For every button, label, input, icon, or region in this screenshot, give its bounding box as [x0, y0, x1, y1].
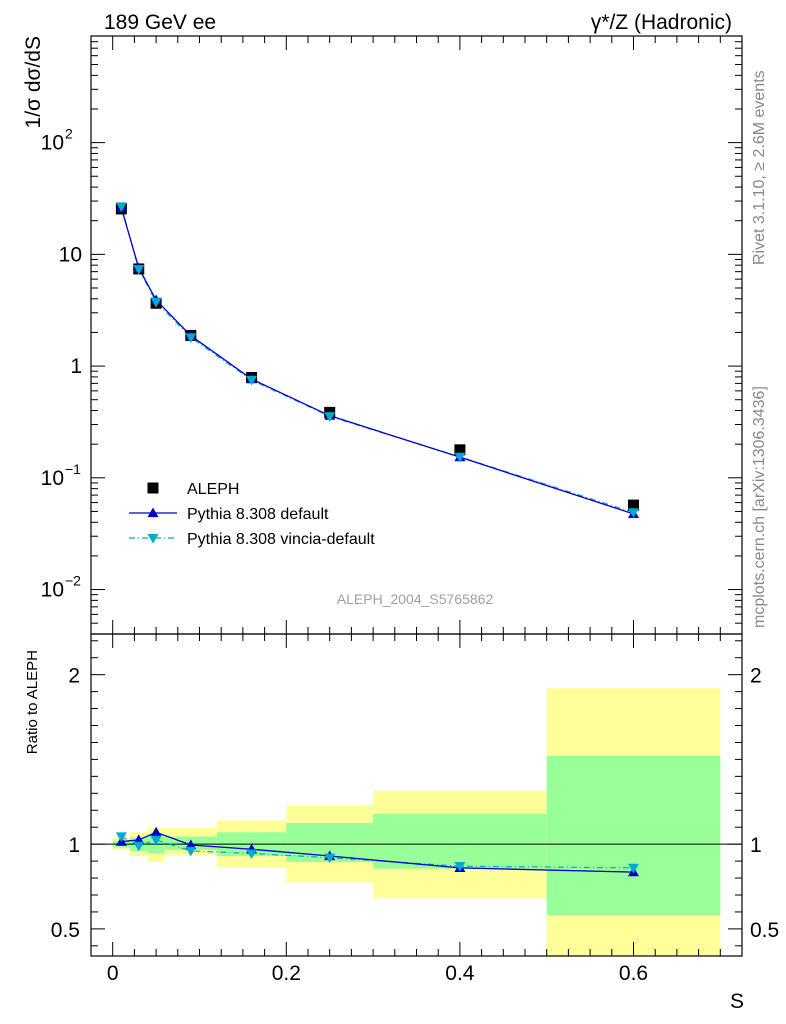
point-vincia [150, 297, 162, 308]
ratio-point-vincia [185, 846, 197, 857]
legend-label: Pythia 8.308 vincia-default [187, 531, 375, 548]
ratio-point-default [185, 839, 197, 850]
ratio-y-tick-label: 0.5 [51, 919, 80, 942]
side-text-rivet: Rivet 3.1.10, ≥ 2.6M events [751, 70, 768, 265]
x-tick-label: 0.6 [619, 962, 648, 985]
xaxis-label: S [730, 990, 744, 1013]
x-tick-label: 0 [107, 962, 119, 985]
point-vincia [115, 202, 127, 213]
ratio-line-default [121, 831, 634, 873]
point-vincia [324, 412, 336, 422]
y-tick-label: 1 [70, 355, 82, 378]
ratio-y-tick-label-right: 0.5 [750, 919, 779, 942]
series-line-vincia [120, 206, 634, 513]
legend: ALEPH Pythia 8.308 default Pythia 8.308 vi… [129, 481, 375, 548]
ratio-point-default [150, 826, 162, 837]
legend-marker-vincia [147, 533, 159, 544]
ratio-y-tick-label-right: 1 [750, 834, 762, 857]
ratio-y-tick-label: 1 [68, 834, 80, 857]
series-line-default [120, 207, 634, 515]
y-tick-label: 10 [41, 132, 64, 155]
ratio-y-tick-label-right: 2 [750, 665, 762, 688]
main-series-group [115, 202, 639, 519]
band-inner [373, 813, 547, 869]
x-tick-label: 0.2 [272, 962, 301, 985]
ratio-series-group [115, 826, 639, 877]
header-left: 189 GeV ee [104, 11, 216, 34]
legend-label: Pythia 8.308 default [187, 506, 329, 523]
legend-marker-aleph [147, 482, 159, 494]
data-point-aleph [454, 444, 466, 456]
y-tick-label: 10 [41, 467, 64, 490]
point-vincia [185, 333, 197, 344]
y-tick-exponent: −1 [65, 461, 81, 477]
point-vincia [628, 508, 639, 518]
side-text-mcplots: mcplots.cern.ch [arXiv:1306.3436] [751, 386, 768, 628]
ratio-y-tick-label: 2 [68, 665, 80, 688]
ratio-point-vincia [133, 841, 145, 852]
ratio-uncertainty-bands [112, 688, 721, 956]
ratio-point-vincia [150, 835, 162, 846]
ratio-point-vincia [454, 862, 466, 872]
point-vincia [246, 375, 258, 386]
y-tick-label: 10 [59, 243, 82, 266]
ratio-point-default [133, 834, 145, 845]
data-point-aleph [628, 499, 639, 511]
legend-label: ALEPH [187, 481, 239, 498]
ratio-point-vincia [246, 849, 258, 859]
y-tick-label: 10 [41, 579, 64, 602]
main-ylabel: 1/σ dσ/dS [22, 36, 45, 128]
band-inner [546, 756, 721, 916]
ratio-point-vincia [324, 853, 336, 864]
x-tick-label: 0.4 [445, 962, 475, 985]
point-vincia [454, 452, 466, 463]
watermark: ALEPH_2004_S5765862 [337, 591, 494, 607]
y-tick-exponent: −2 [65, 573, 81, 589]
ratio-point-vincia [115, 832, 127, 843]
ratio-ylabel: Ratio to ALEPH [24, 650, 41, 754]
point-vincia [133, 265, 145, 275]
legend-marker-default [147, 507, 159, 518]
header-right: γ*/Z (Hadronic) [591, 11, 732, 34]
y-tick-exponent: 2 [65, 126, 73, 142]
ratio-point-vincia [628, 863, 639, 874]
